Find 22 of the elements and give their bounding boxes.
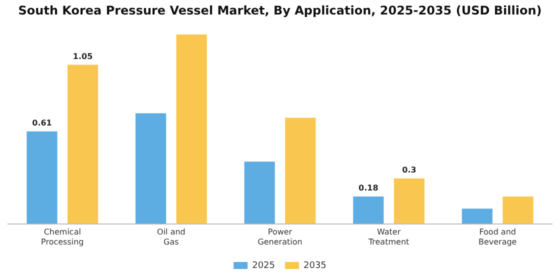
bar [394, 178, 424, 224]
x-tick-label: Chemical Processing [41, 228, 84, 246]
x-tick-label: Oil and Gas [157, 228, 186, 246]
bar [353, 196, 384, 224]
bar [244, 162, 275, 224]
legend-label: 2035 [304, 260, 326, 271]
x-tick-label: Power Generation [258, 228, 302, 246]
bar [285, 118, 316, 224]
bar [136, 113, 166, 224]
bar [176, 34, 207, 224]
bar [68, 64, 98, 224]
data-label: 0.3 [402, 165, 416, 174]
bar [462, 208, 492, 224]
legend-label: 2025 [252, 260, 275, 271]
x-tick-label: Food and Beverage [478, 228, 517, 246]
bar [26, 131, 58, 224]
chart-title: South Korea Pressure Vessel Market, By Application, 2025-2035 (USD Billion) [18, 3, 542, 18]
bar [502, 196, 534, 224]
data-label: 0.61 [32, 118, 52, 128]
data-label: 1.05 [72, 52, 94, 61]
x-tick-label: Water Treatment [367, 228, 410, 246]
data-label: 0.18 [358, 184, 379, 193]
